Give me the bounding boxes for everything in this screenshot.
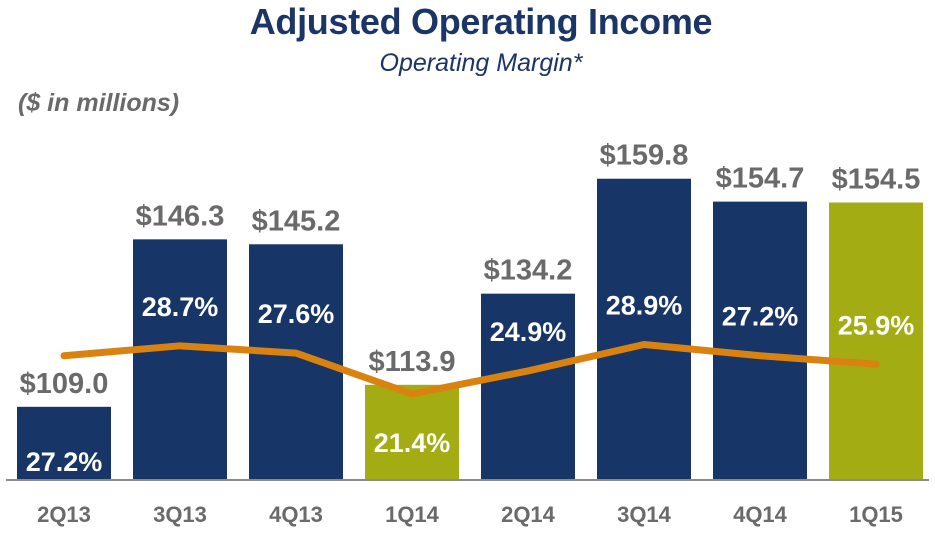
x-tick-label: 2Q14 xyxy=(501,502,556,527)
x-tick-label: 4Q13 xyxy=(269,502,323,527)
margin-value-label: 24.9% xyxy=(490,317,567,347)
margin-value-label: 27.2% xyxy=(722,302,799,332)
bar-1q14 xyxy=(365,384,459,480)
margin-value-label: 28.7% xyxy=(142,292,219,322)
bar-value-label: $134.2 xyxy=(484,255,573,287)
bar-value-label: $146.3 xyxy=(136,200,225,232)
margin-value-label: 28.9% xyxy=(606,291,683,321)
bar-1q15 xyxy=(829,202,923,480)
x-tick-label: 4Q14 xyxy=(733,502,788,527)
bar-value-label: $154.5 xyxy=(832,164,921,196)
chart-title: Adjusted Operating Income xyxy=(249,1,713,42)
margin-value-label: 27.2% xyxy=(26,447,103,477)
margin-value-label: 21.4% xyxy=(374,428,451,458)
margin-value-label: 27.6% xyxy=(258,299,335,329)
bar-3q13 xyxy=(133,239,227,480)
bar-value-label: $145.2 xyxy=(252,205,341,237)
x-tick-label: 2Q13 xyxy=(37,502,91,527)
bar-3q14 xyxy=(597,178,691,480)
x-tick-label: 1Q15 xyxy=(849,502,903,527)
bar-value-label: $154.7 xyxy=(716,163,805,195)
x-tick-label: 3Q13 xyxy=(153,502,207,527)
margin-line-layer xyxy=(60,341,880,398)
margin-value-label: 25.9% xyxy=(838,310,915,340)
margin-line xyxy=(60,341,880,398)
bar-value-label: $113.9 xyxy=(368,346,455,378)
chart-subtitle: Operating Margin* xyxy=(379,49,583,77)
x-tick-label: 3Q14 xyxy=(617,502,672,527)
bar-4q14 xyxy=(713,201,807,480)
bar-2q13 xyxy=(17,406,111,480)
bar-value-label: $159.8 xyxy=(600,140,689,172)
bar-value-label: $109.0 xyxy=(20,368,109,400)
x-tick-label: 1Q14 xyxy=(385,502,440,527)
bar-2q14 xyxy=(481,293,575,480)
labels-layer: $109.0 2Q13 27.2% $146.3 3Q13 28.7% $145.2 4Q13… xyxy=(20,140,921,527)
units-label: ($ in millions) xyxy=(18,89,180,117)
